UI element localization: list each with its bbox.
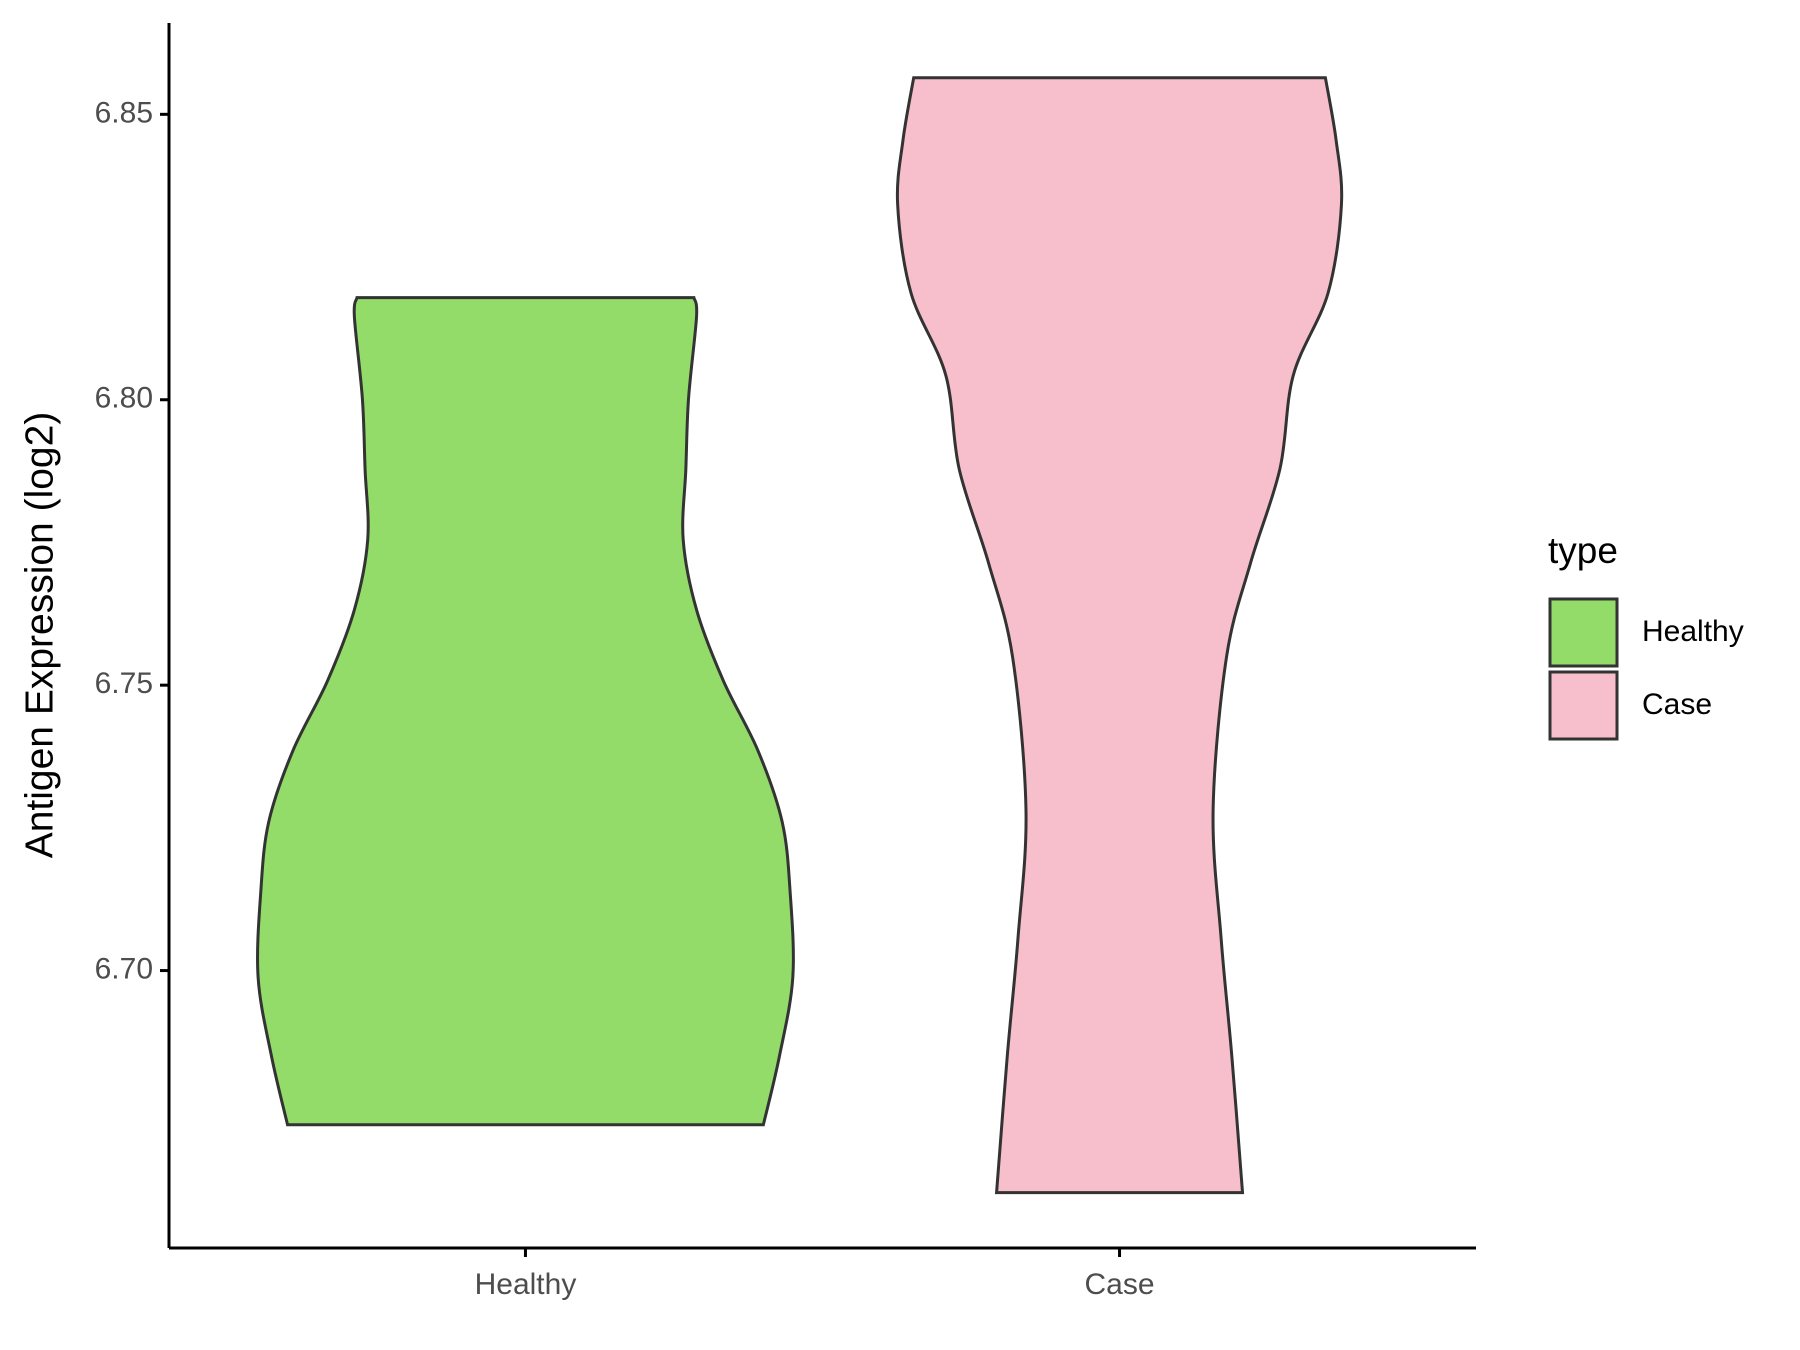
violin [256, 296, 795, 1127]
y-axis-title: Antigen Expression (log2) [18, 412, 61, 859]
legend-label: Healthy [1642, 615, 1744, 648]
legend-title: type [1548, 530, 1618, 571]
y-tick-label: 6.85 [95, 96, 153, 129]
legend-label: Case [1642, 688, 1712, 721]
legend-key [1548, 670, 1619, 741]
x-tick-label: Case [1085, 1268, 1155, 1301]
violin [895, 76, 1344, 1195]
y-tick-label: 6.70 [95, 952, 153, 985]
x-tick-label: Healthy [475, 1268, 577, 1301]
legend-key [1548, 597, 1619, 668]
y-tick-label: 6.80 [95, 382, 153, 415]
y-tick-label: 6.75 [95, 667, 153, 700]
